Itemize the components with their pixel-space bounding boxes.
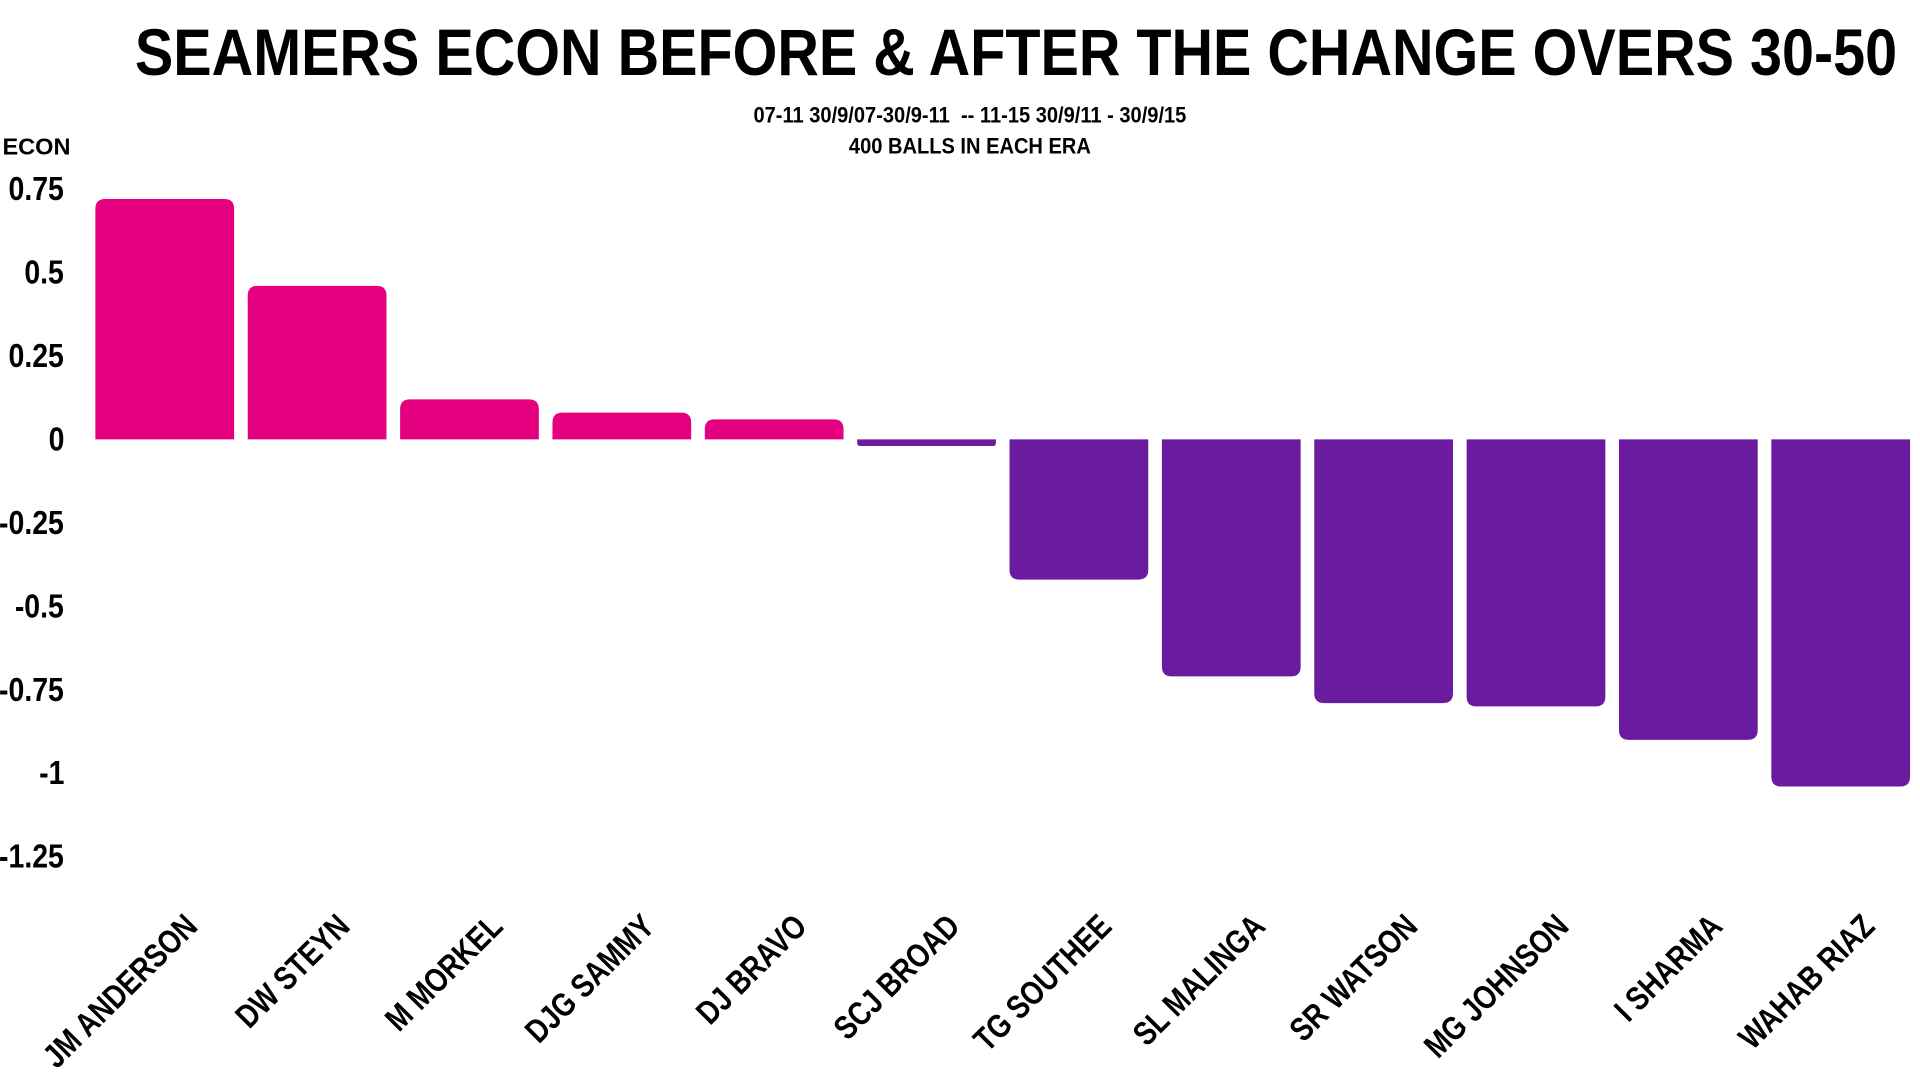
bar-sl-malinga [1161, 439, 1301, 677]
y-axis-label: ECON [2, 135, 71, 161]
y-tick-label: -0.25 [0, 504, 65, 542]
chart-subtitle-2: 400 BALLS IN EACH ERA [848, 133, 1091, 159]
y-tick-label: 0.75 [9, 170, 65, 208]
chart-subtitle-1: 07-11 30/9/07-30/9-11 -- 11-15 30/9/11 -… [753, 103, 1187, 128]
bar-jm-anderson [95, 199, 235, 440]
y-tick-label: -0.5 [15, 587, 65, 625]
y-tick-label: 0 [48, 420, 65, 458]
bar-djg-sammy [552, 412, 692, 440]
bar-m-morkel [400, 399, 539, 440]
y-tick-label: -0.75 [0, 671, 65, 709]
y-tick-label: -1 [39, 754, 65, 792]
chart-title: SEAMERS ECON BEFORE & AFTER THE CHANGE O… [134, 15, 1898, 90]
y-tick-label: -1.25 [0, 838, 65, 876]
bar-sr-watson [1314, 439, 1453, 704]
bar-wahab-riaz [1771, 439, 1911, 787]
bar-scj-broad [857, 439, 996, 447]
bar-dw-steyn [247, 285, 387, 440]
bar-mg-johnson [1466, 439, 1606, 707]
bar-i-sharma [1618, 439, 1758, 740]
bar-tg-southee [1009, 439, 1149, 580]
y-tick-label: 0.25 [9, 337, 65, 375]
bar-dj-bravo [704, 419, 844, 440]
y-tick-label: 0.5 [24, 254, 65, 291]
